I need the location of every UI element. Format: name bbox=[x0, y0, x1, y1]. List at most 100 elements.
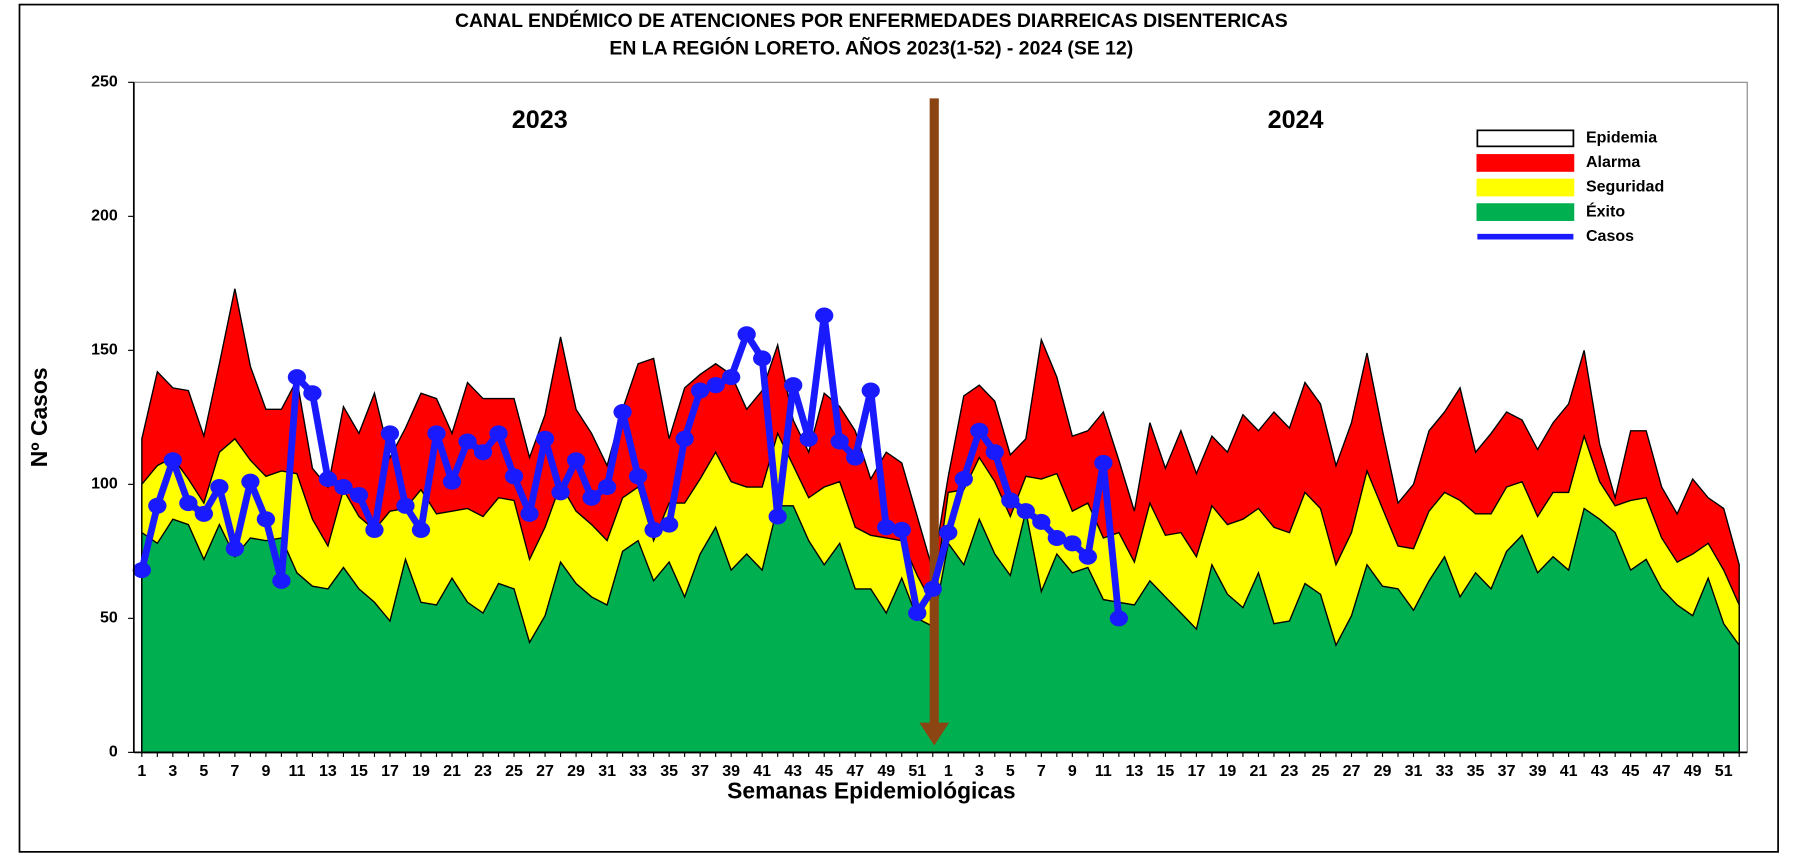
marker bbox=[132, 562, 151, 579]
legend-label: Alarma bbox=[1586, 154, 1640, 171]
x-tick-label: 39 bbox=[1529, 763, 1547, 780]
legend-label: Epidemia bbox=[1586, 130, 1657, 147]
marker bbox=[473, 444, 493, 461]
legend-label: Casos bbox=[1586, 228, 1634, 245]
marker bbox=[722, 369, 741, 386]
legend-swatch bbox=[1476, 129, 1575, 148]
marker bbox=[334, 479, 353, 496]
divider-arrowhead bbox=[919, 722, 950, 746]
x-tick-label: 7 bbox=[1037, 763, 1046, 780]
marker bbox=[1001, 492, 1020, 509]
legend-swatch bbox=[1476, 203, 1575, 221]
marker bbox=[396, 497, 415, 514]
legend-swatch bbox=[1476, 154, 1575, 172]
x-tick-label: 15 bbox=[350, 763, 368, 780]
marker bbox=[427, 425, 446, 442]
marker bbox=[411, 521, 431, 538]
x-tick-label: 21 bbox=[1250, 763, 1268, 780]
x-tick-label: 51 bbox=[908, 763, 926, 780]
marker bbox=[582, 489, 601, 506]
x-tick-label: 21 bbox=[443, 763, 461, 780]
marker bbox=[768, 508, 787, 525]
x-tick-label: 49 bbox=[1684, 763, 1702, 780]
x-tick-label: 35 bbox=[660, 763, 678, 780]
legend-swatch bbox=[1476, 178, 1575, 197]
x-tick-label: 1 bbox=[944, 763, 953, 780]
marker bbox=[706, 377, 725, 394]
y-tick-label: 50 bbox=[100, 610, 118, 627]
x-tick-label: 25 bbox=[505, 763, 523, 780]
y-tick-label: 150 bbox=[91, 342, 118, 359]
marker bbox=[318, 470, 338, 488]
marker bbox=[923, 580, 942, 597]
marker bbox=[504, 468, 524, 485]
marker bbox=[737, 326, 756, 343]
marker bbox=[1016, 503, 1035, 520]
marker bbox=[954, 470, 973, 488]
x-tick-label: 39 bbox=[722, 763, 740, 780]
marker bbox=[210, 479, 229, 496]
x-tick-label: 27 bbox=[1343, 763, 1361, 780]
marker bbox=[303, 385, 322, 402]
line bbox=[138, 312, 1123, 619]
x-tick-label: 17 bbox=[1188, 763, 1206, 780]
marker bbox=[985, 444, 1004, 461]
marker bbox=[442, 473, 462, 490]
x-tick-label: 37 bbox=[1498, 763, 1516, 780]
marker bbox=[365, 521, 384, 538]
marker bbox=[566, 452, 586, 469]
marker bbox=[458, 433, 477, 450]
x-tick-label: 37 bbox=[691, 763, 709, 780]
x-tick-label: 19 bbox=[412, 763, 430, 780]
x-tick-label: 31 bbox=[598, 763, 616, 780]
x-tick-label: 23 bbox=[474, 763, 492, 780]
x-tick-label: 45 bbox=[815, 763, 833, 780]
x-tick-label: 17 bbox=[381, 763, 399, 780]
x-axis-label: Semanas Epidemiológicas bbox=[727, 777, 1015, 803]
x-tick-label: 15 bbox=[1156, 763, 1174, 780]
marker bbox=[535, 430, 555, 447]
x-tick-label: 49 bbox=[877, 763, 895, 780]
x-tick-label: 45 bbox=[1622, 763, 1640, 780]
marker bbox=[675, 430, 694, 447]
x-tick-label: 3 bbox=[168, 763, 177, 780]
annotation: 2024 bbox=[1268, 106, 1324, 134]
y-tick-label: 100 bbox=[91, 476, 118, 493]
y-tick-label: 250 bbox=[91, 74, 118, 91]
marker bbox=[520, 505, 539, 522]
marker bbox=[489, 425, 508, 442]
x-tick-label: 23 bbox=[1281, 763, 1299, 780]
annotation: 2023 bbox=[512, 106, 568, 134]
x-tick-label: 19 bbox=[1219, 763, 1237, 780]
marker bbox=[939, 524, 958, 541]
marker bbox=[148, 497, 167, 514]
marker bbox=[892, 521, 911, 538]
marker bbox=[225, 540, 245, 557]
chart-title: EN LA REGIÓN LORETO. AÑOS 2023(1-52) - 2… bbox=[609, 35, 1133, 59]
x-tick-label: 13 bbox=[319, 763, 337, 780]
marker bbox=[861, 382, 880, 399]
x-tick-label: 11 bbox=[288, 763, 305, 780]
legend-label: Éxito bbox=[1586, 201, 1625, 220]
marker bbox=[241, 473, 260, 490]
marker bbox=[380, 425, 400, 442]
marker bbox=[799, 430, 818, 447]
marker bbox=[644, 521, 663, 538]
x-tick-label: 43 bbox=[1591, 763, 1609, 780]
marker bbox=[1063, 535, 1082, 552]
legend-label: Seguridad bbox=[1586, 179, 1664, 196]
x-tick-label: 27 bbox=[536, 763, 554, 780]
x-tick-label: 9 bbox=[1068, 763, 1077, 780]
marker bbox=[1109, 610, 1129, 627]
marker bbox=[163, 452, 182, 469]
x-tick-label: 9 bbox=[261, 763, 270, 780]
x-tick-label: 47 bbox=[1653, 763, 1671, 780]
x-tick-label: 51 bbox=[1715, 763, 1733, 780]
marker bbox=[1047, 529, 1066, 546]
marker bbox=[877, 519, 896, 536]
x-tick-label: 1 bbox=[137, 763, 146, 780]
marker bbox=[256, 511, 276, 528]
marker bbox=[908, 605, 927, 622]
x-tick-label: 5 bbox=[1006, 763, 1015, 780]
